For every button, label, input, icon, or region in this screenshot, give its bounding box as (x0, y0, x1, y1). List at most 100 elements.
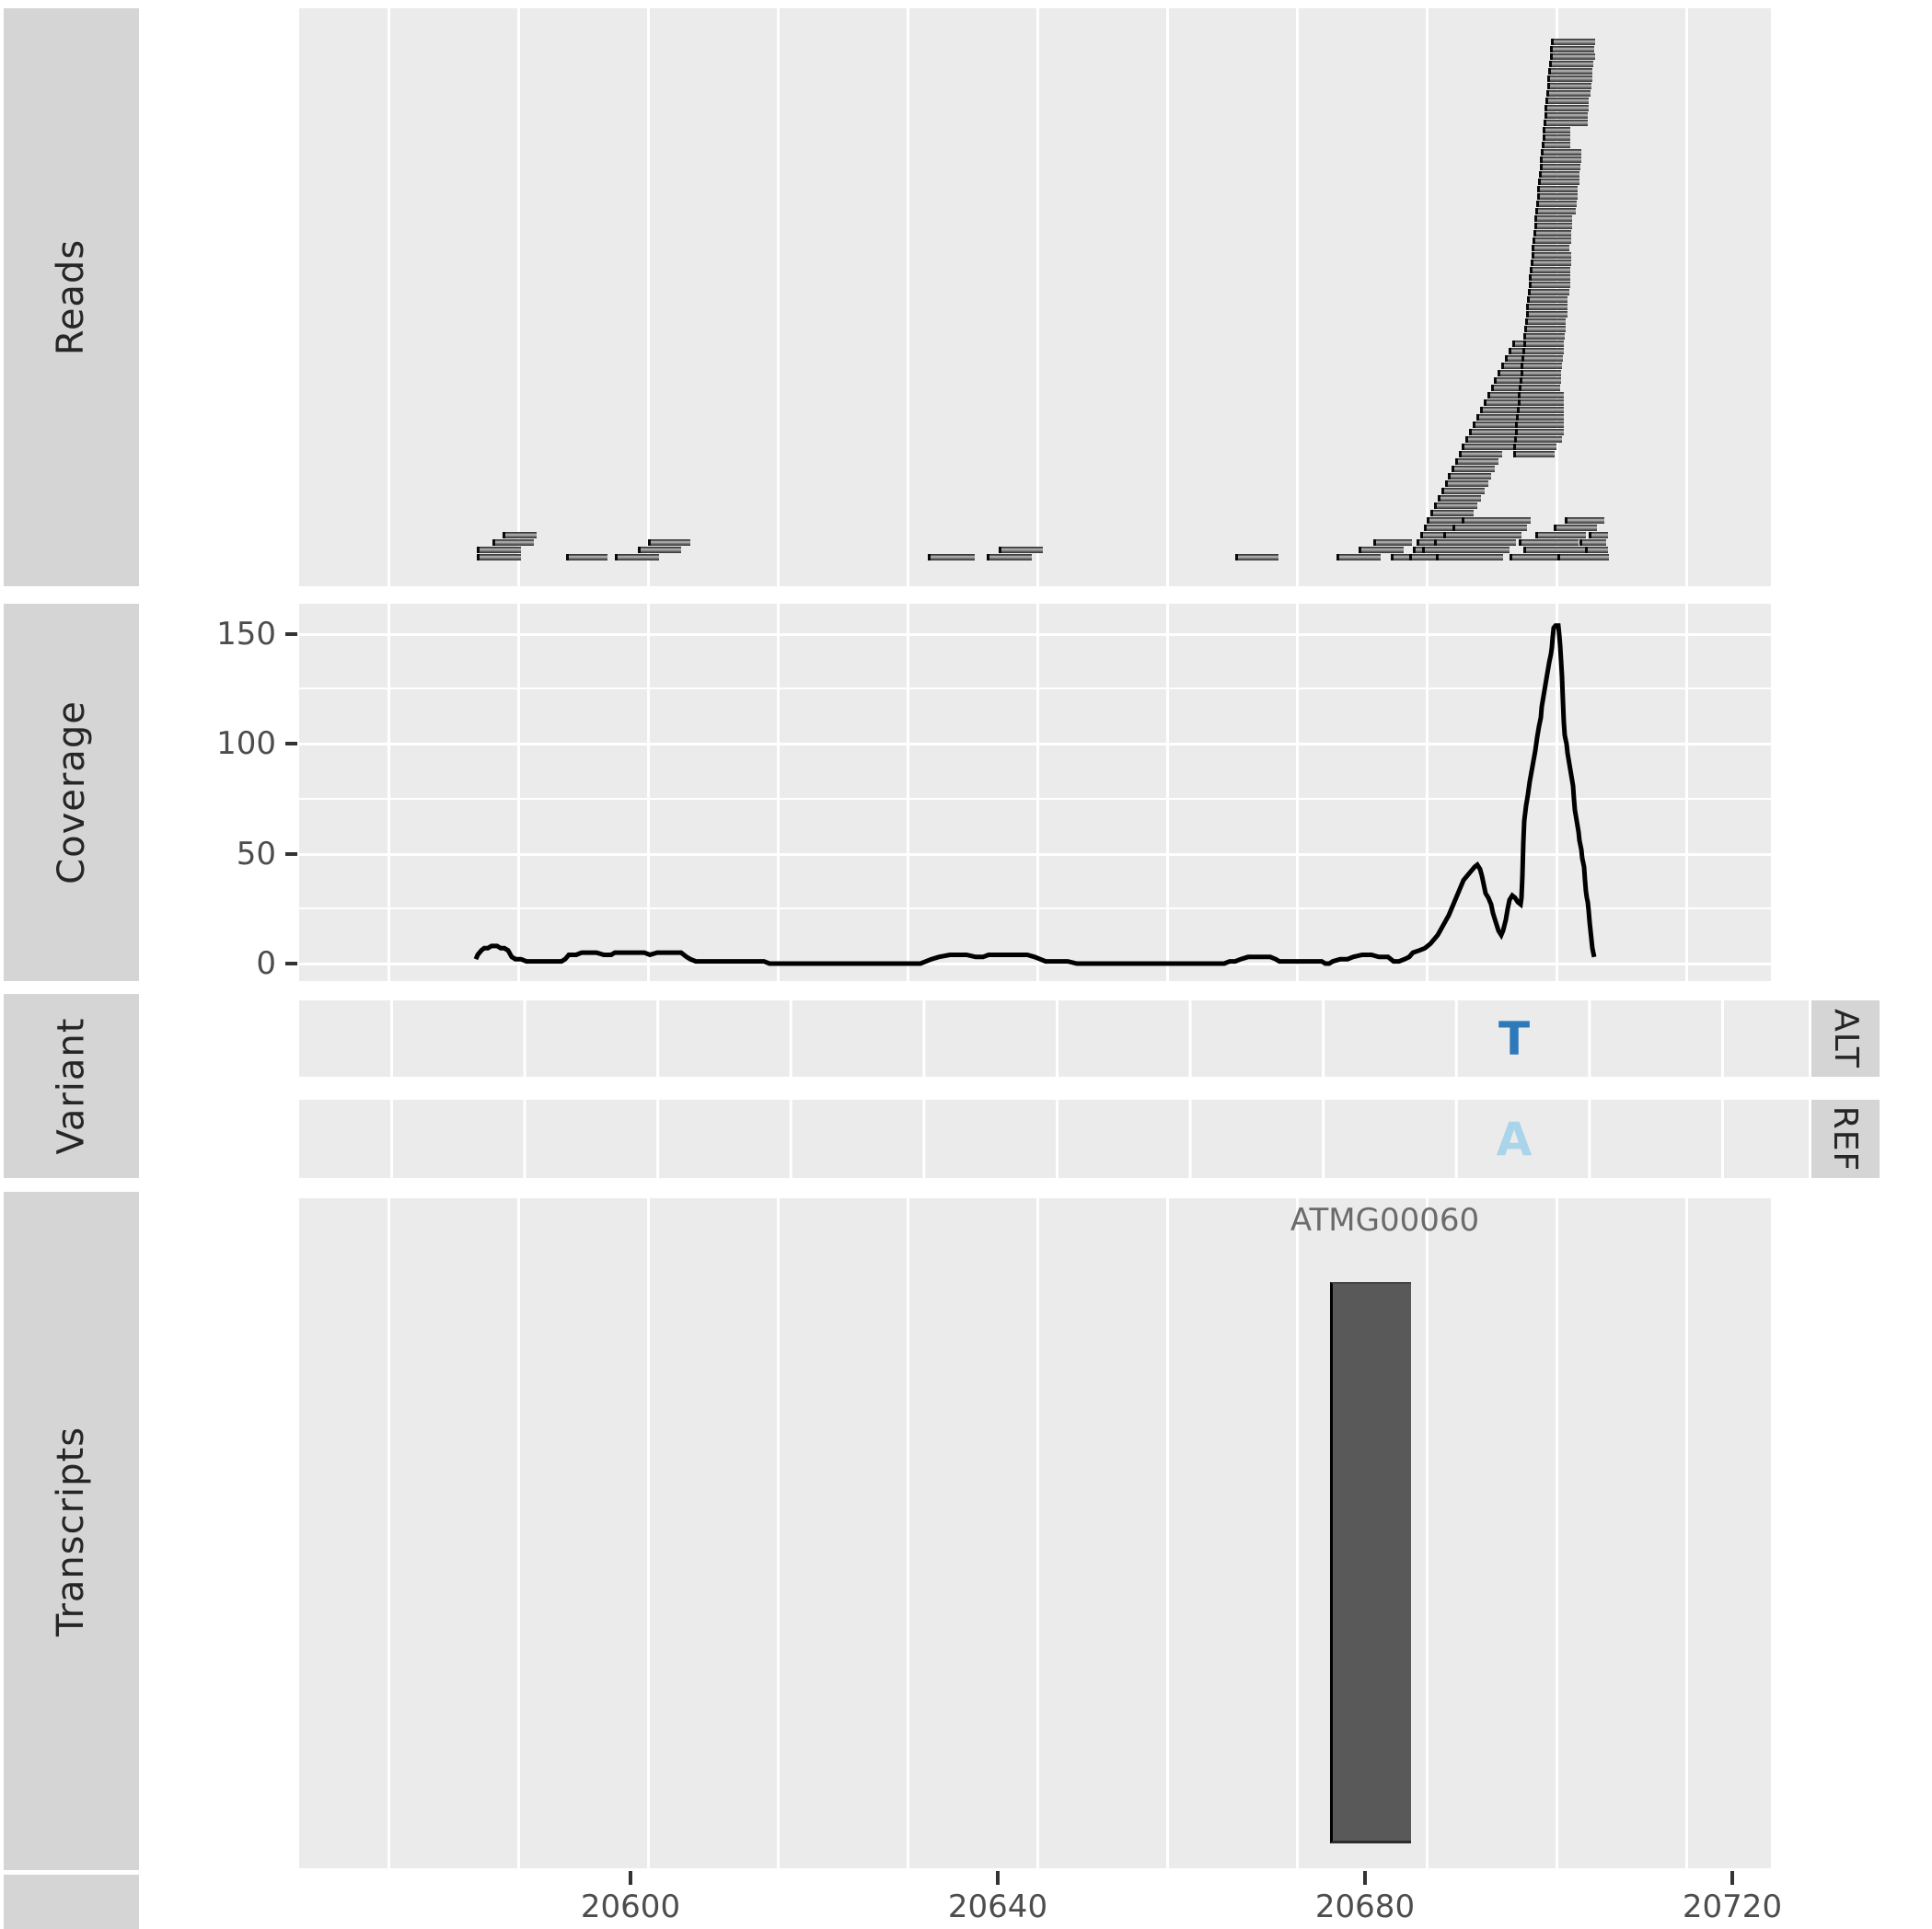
read-bar (1462, 517, 1531, 524)
x-axis-tick-label: 20640 (947, 1889, 1048, 1925)
coverage-major-gridline (299, 852, 1771, 856)
read-bar (1543, 127, 1570, 133)
read-bar (1420, 532, 1463, 538)
read-bar (1516, 414, 1556, 421)
read-bar (1441, 488, 1485, 494)
read-bar (492, 539, 534, 546)
read-bar (1548, 68, 1592, 75)
read-bar (1533, 230, 1571, 237)
coverage-line-svg (473, 623, 1597, 966)
read-bar (1427, 517, 1470, 524)
read-bar (1518, 399, 1559, 406)
read-bar (1522, 348, 1564, 354)
read-bar (999, 547, 1043, 553)
read-bar (1525, 318, 1566, 325)
read-bar (1409, 554, 1452, 560)
strip-variant-label: Variant (50, 1017, 93, 1155)
read-bar (1515, 422, 1556, 428)
read-bar (1551, 39, 1595, 45)
reads-panel (299, 8, 1771, 586)
read-bar (1515, 429, 1556, 435)
read-bar (1436, 554, 1503, 560)
read-bar (1554, 525, 1597, 531)
read-bar (1544, 105, 1589, 111)
read-bar (1537, 186, 1578, 192)
read-bar (1532, 252, 1571, 259)
read-bar (1528, 289, 1569, 295)
read-bar (1494, 377, 1537, 384)
read-bar (1455, 458, 1498, 465)
strip-axis-stub (4, 1875, 139, 1929)
coverage-minor-gridline (299, 798, 1771, 800)
read-bar (1434, 502, 1477, 509)
read-bar (1424, 525, 1467, 531)
read-bar (1498, 370, 1541, 376)
read-bar (1448, 473, 1491, 479)
read-bar (566, 554, 607, 560)
read-bar (1557, 554, 1608, 560)
alt-base-letter: T (1498, 1011, 1531, 1066)
read-bar (1523, 341, 1564, 347)
variant-alt-panel (299, 1000, 1809, 1077)
read-bar (1545, 98, 1589, 104)
read-bar (1529, 274, 1570, 281)
transcripts-panel (299, 1198, 1771, 1868)
read-bar (1546, 90, 1591, 97)
read-bar (477, 554, 521, 560)
x-axis-tick-mark (1363, 1871, 1367, 1885)
read-bar (1549, 61, 1593, 67)
read-bar (1534, 223, 1572, 229)
read-bar (1589, 532, 1608, 538)
read-bar (1452, 466, 1495, 472)
read-bar (928, 554, 975, 560)
read-bar (1542, 142, 1570, 148)
strip-transcripts-label: Transcripts (50, 1426, 93, 1636)
read-bar (1550, 46, 1594, 52)
read-bar (1532, 245, 1569, 251)
coverage-minor-gridline (299, 687, 1771, 689)
y-axis-tick-mark (285, 632, 297, 636)
read-bar (1523, 333, 1565, 340)
read-bar (503, 532, 537, 538)
read-bar (1544, 112, 1588, 119)
read-bar (1526, 304, 1568, 310)
read-bar (1585, 547, 1608, 553)
read-bar (1443, 532, 1521, 538)
read-bar (1491, 385, 1534, 391)
read-bar (1434, 539, 1516, 546)
read-bar (648, 539, 690, 546)
read-bar (1565, 517, 1604, 524)
coverage-minor-gridline (299, 907, 1771, 909)
read-bar (1531, 260, 1571, 266)
read-bar (1521, 363, 1562, 369)
read-bar (1535, 208, 1576, 214)
strip-variant: Variant (4, 994, 139, 1178)
read-bar (1533, 237, 1571, 244)
gene-exon-rect (1330, 1282, 1411, 1843)
read-bar (1579, 539, 1606, 546)
y-axis-tick-mark (285, 962, 297, 965)
read-bar (1527, 296, 1568, 303)
read-bar (1550, 53, 1595, 60)
x-axis-tick-mark (996, 1871, 1000, 1885)
read-bar (1547, 75, 1592, 82)
strip-ref: REF (1811, 1100, 1880, 1178)
strip-alt-label: ALT (1826, 1009, 1865, 1068)
read-bar (1535, 532, 1586, 538)
read-bar (615, 554, 659, 560)
x-axis-tick-mark (629, 1871, 632, 1885)
read-bar (1536, 201, 1577, 207)
read-bar (1462, 444, 1556, 450)
read-bar (1544, 120, 1588, 126)
coverage-panel (299, 604, 1771, 981)
coverage-major-gridline (299, 742, 1771, 745)
x-axis-tick-label: 20680 (1314, 1889, 1416, 1925)
read-bar (1534, 215, 1572, 222)
coverage-major-gridline (299, 962, 1771, 965)
read-bar (1459, 451, 1502, 457)
gene-id-label: ATMG00060 (1290, 1202, 1480, 1239)
read-bar (1540, 164, 1580, 170)
read-bar (1529, 282, 1570, 288)
strip-reads: Reads (4, 8, 139, 586)
read-bar (1430, 510, 1474, 516)
